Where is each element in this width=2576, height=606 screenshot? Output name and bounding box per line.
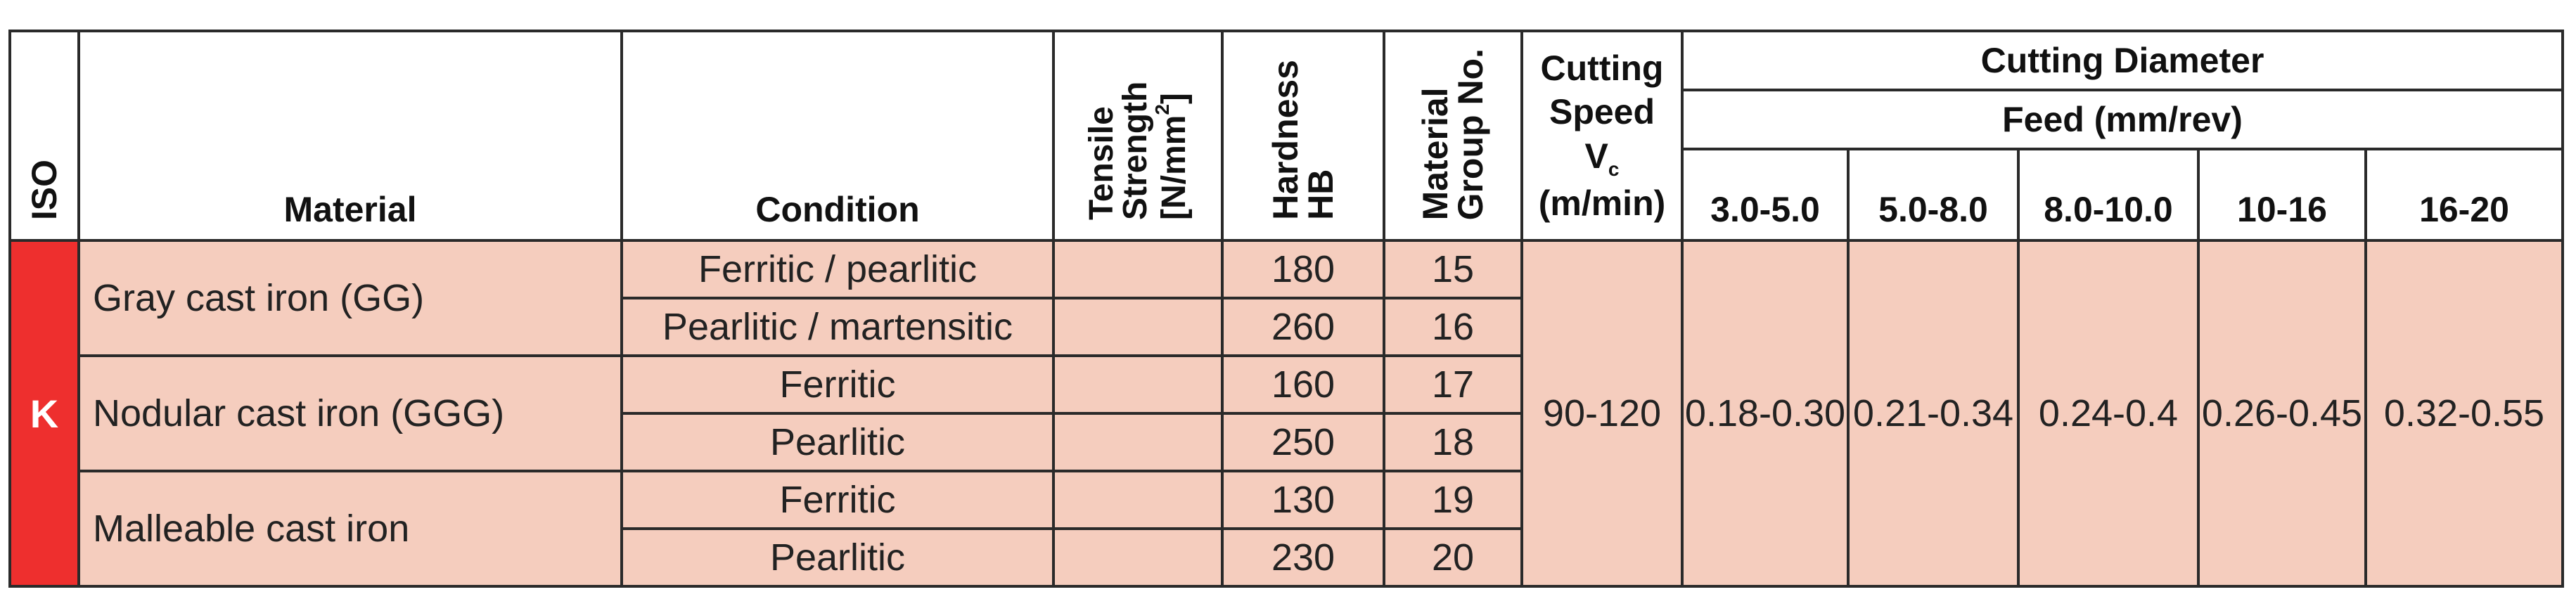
feed-cell-5: 0.32-0.55 <box>2364 239 2565 588</box>
condition-cell: Pearlitic / martensitic <box>620 297 1055 357</box>
header-diameter-5: 16-20 <box>2364 148 2565 242</box>
header-cutting-speed-l1: Cutting <box>1540 48 1664 88</box>
condition-cell: Pearlitic <box>620 527 1055 588</box>
table-row: Nodular cast iron (GGG) Ferritic 160 17 <box>10 354 2563 472</box>
group-cell: 20 <box>1383 527 1523 588</box>
hardness-cell: 130 <box>1221 470 1385 530</box>
header-material-group-label: Material Group No. <box>1416 48 1490 220</box>
header-material-group: Material Group No. <box>1383 30 1523 242</box>
header-cutting-speed-unit: (m/min) <box>1538 183 1666 223</box>
tensile-cell <box>1052 354 1224 415</box>
group-cell: 17 <box>1383 354 1523 415</box>
header-diameter-4: 10-16 <box>2197 148 2367 242</box>
header-cutting-speed-symbol: Vc <box>1584 136 1620 180</box>
feed-cell-2: 0.21-0.34 <box>1847 239 2020 588</box>
group-cell: 18 <box>1383 412 1523 472</box>
header-hardness: Hardness HB <box>1221 30 1385 242</box>
header-cutting-speed: Cutting Speed Vc (m/min) <box>1520 30 1684 242</box>
hardness-cell: 230 <box>1221 527 1385 588</box>
header-cutting-speed-l2: Speed <box>1549 92 1655 132</box>
header-diameter-1: 3.0-5.0 <box>1681 148 1850 242</box>
header-tensile-strength: Tensile Strength [N/mm2] <box>1052 30 1224 242</box>
hardness-cell: 160 <box>1221 354 1385 415</box>
header-condition: Condition <box>620 30 1055 242</box>
tensile-cell <box>1052 470 1224 530</box>
material-name-cell: Gray cast iron (GG) <box>77 239 623 357</box>
material-name-cell: Malleable cast iron <box>77 470 623 588</box>
cutting-data-table-wrapper: ISO Material Condition Tensile Strength … <box>8 30 2565 588</box>
table-row: Pearlitic 230 20 <box>10 527 2563 588</box>
group-cell: 19 <box>1383 470 1523 530</box>
header-diameter-2: 5.0-8.0 <box>1847 148 2020 242</box>
feed-cell-3: 0.24-0.4 <box>2017 239 2200 588</box>
condition-cell: Ferritic <box>620 354 1055 415</box>
hardness-cell: 250 <box>1221 412 1385 472</box>
cutting-speed-cell: 90-120 <box>1520 239 1684 588</box>
table-row: Malleable cast iron Ferritic 130 19 <box>10 470 2563 588</box>
header-material-label: Material <box>283 190 417 229</box>
feed-cell-1: 0.18-0.30 <box>1681 239 1850 588</box>
header-tensile-strength-label: Tensile Strength [N/mm2] <box>1083 81 1193 220</box>
group-cell: 15 <box>1383 239 1523 299</box>
cutting-data-table: ISO Material Condition Tensile Strength … <box>8 30 2565 588</box>
tensile-cell <box>1052 527 1224 588</box>
header-feed: Feed (mm/rev) <box>1680 89 2565 150</box>
table-row: Pearlitic / martensitic 260 16 <box>10 297 2563 357</box>
hardness-cell: 260 <box>1221 297 1385 357</box>
header-hardness-label: Hardness HB <box>1266 60 1340 220</box>
group-cell: 16 <box>1383 297 1523 357</box>
table-row: Pearlitic 250 18 <box>10 412 2563 472</box>
iso-group-cell: K <box>8 239 80 588</box>
header-iso-label: ISO <box>25 159 64 220</box>
header-cutting-diameter: Cutting Diameter <box>1680 30 2565 91</box>
table-row: K Gray cast iron (GG) Ferritic / pearlit… <box>8 239 2565 588</box>
header-iso: ISO <box>8 30 80 242</box>
hardness-cell: 180 <box>1221 239 1385 299</box>
header-diameter-3: 8.0-10.0 <box>2017 148 2200 242</box>
material-name-cell: Nodular cast iron (GGG) <box>77 354 623 472</box>
condition-cell: Ferritic / pearlitic <box>620 239 1055 299</box>
tensile-cell <box>1052 412 1224 472</box>
tensile-cell <box>1052 239 1224 299</box>
condition-cell: Pearlitic <box>620 412 1055 472</box>
tensile-cell <box>1052 297 1224 357</box>
condition-cell: Ferritic <box>620 470 1055 530</box>
feed-cell-4: 0.26-0.45 <box>2197 239 2367 588</box>
header-cutting-diameter-label: Cutting Diameter <box>1980 40 2264 80</box>
header-material: Material <box>77 30 623 242</box>
header-condition-label: Condition <box>755 190 920 229</box>
header-feed-label: Feed (mm/rev) <box>2002 99 2243 139</box>
